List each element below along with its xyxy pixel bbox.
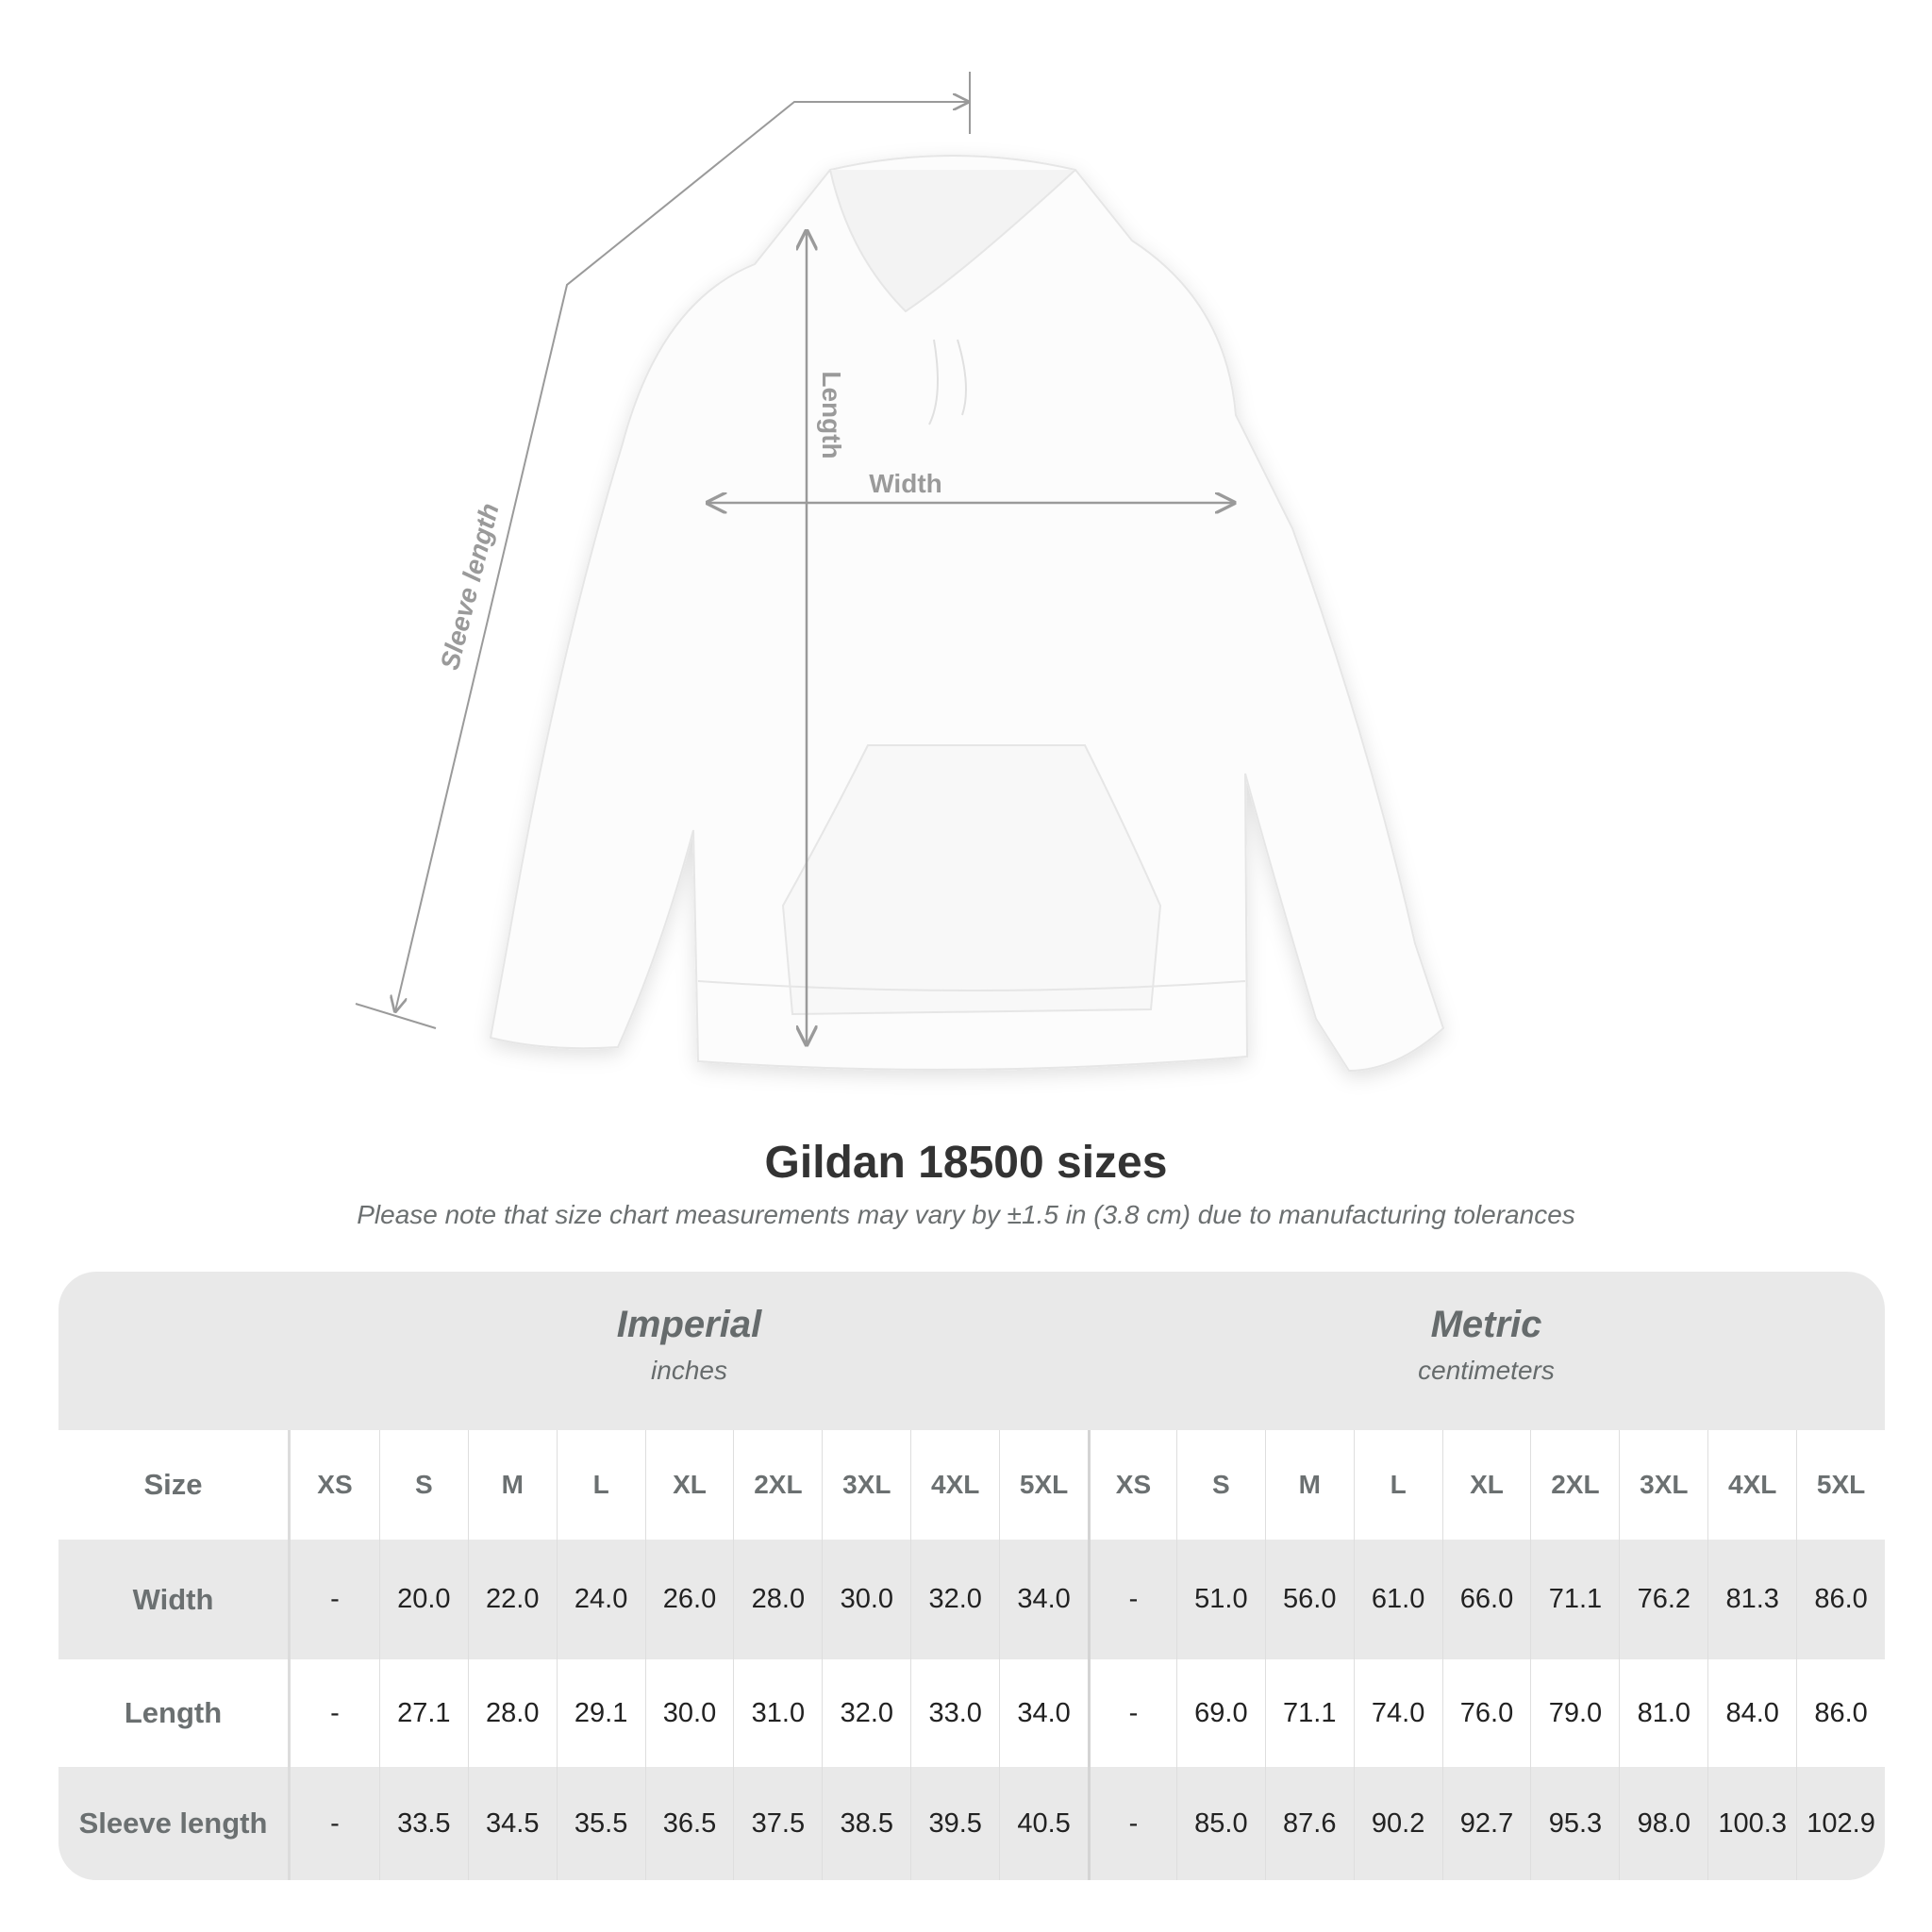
- imperial-value-cell: 39.5: [910, 1767, 999, 1880]
- metric-value-cell: -: [1088, 1767, 1176, 1880]
- size-header-label: Size: [58, 1430, 291, 1540]
- metric-value-cell: 79.0: [1530, 1659, 1619, 1767]
- metric-unit: centimeters: [1418, 1356, 1555, 1385]
- metric-value-cell: 69.0: [1175, 1659, 1265, 1767]
- metric-value-cell: 98.0: [1619, 1767, 1707, 1880]
- imperial-value-cell: 28.0: [467, 1659, 557, 1767]
- imperial-size-xl: XL: [644, 1430, 734, 1540]
- imperial-value-cell: 34.0: [999, 1659, 1088, 1767]
- metric-size-4xl: 4XL: [1707, 1430, 1796, 1540]
- imperial-size-m: M: [467, 1430, 557, 1540]
- table-row-sleeve-length: Sleeve length - 33.5 34.5 35.5 36.5 37.5 38.5 39…: [58, 1767, 1885, 1880]
- imperial-value-cell: 36.5: [644, 1767, 734, 1880]
- metric-size-l: L: [1353, 1430, 1442, 1540]
- hoodie-measurement-diagram: Sleeve length Length Width: [355, 72, 1445, 1073]
- imperial-value-cell: -: [330, 1584, 340, 1614]
- imperial-size-s: S: [378, 1430, 468, 1540]
- length-label: Length: [817, 371, 846, 458]
- size-table: Imperial inches Metric centimeters Size X…: [58, 1272, 1885, 1880]
- metric-value-cell: 92.7: [1441, 1767, 1531, 1880]
- imperial-value-cell: 31.0: [733, 1659, 822, 1767]
- imperial-header: Imperial inches: [291, 1272, 1088, 1430]
- size-header-row: Size XS S M L XL 2XL 3XL 4XL 5XL XS S M L XL 2XL 3XL 4XL 5…: [58, 1430, 1885, 1540]
- imperial-size-3xl: 3XL: [822, 1430, 910, 1540]
- imperial-value-cell: 33.5: [378, 1767, 468, 1880]
- imperial-value-cell: 40.5: [999, 1767, 1088, 1880]
- metric-value-cell: 71.1: [1264, 1659, 1354, 1767]
- metric-value-cell: 56.0: [1264, 1540, 1354, 1659]
- imperial-value-cell: 26.0: [644, 1540, 734, 1659]
- metric-value-cell: 90.2: [1353, 1767, 1442, 1880]
- imperial-value-cell: 22.0: [467, 1540, 557, 1659]
- imperial-value-cell: 28.0: [733, 1540, 822, 1659]
- metric-size-s: S: [1175, 1430, 1265, 1540]
- imperial-value-cell: 33.0: [910, 1659, 999, 1767]
- imperial-value-cell: 32.0: [822, 1659, 910, 1767]
- imperial-value-cell: 38.5: [822, 1767, 910, 1880]
- imperial-value-cell: 35.5: [556, 1767, 645, 1880]
- metric-value-cell: 102.9: [1796, 1767, 1885, 1880]
- imperial-title: Imperial: [616, 1304, 762, 1345]
- metric-value-cell: -: [1088, 1659, 1176, 1767]
- imperial-value-cell: -: [330, 1697, 340, 1728]
- imperial-value-cell: 30.0: [822, 1540, 910, 1659]
- metric-value-cell: 71.1: [1530, 1540, 1619, 1659]
- metric-value-cell: 51.0: [1175, 1540, 1265, 1659]
- metric-value-cell: 87.6: [1264, 1767, 1354, 1880]
- metric-size-3xl: 3XL: [1619, 1430, 1707, 1540]
- metric-value-cell: 100.3: [1707, 1767, 1796, 1880]
- imperial-value-cell: 20.0: [378, 1540, 468, 1659]
- metric-value-cell: 66.0: [1441, 1540, 1531, 1659]
- page-title: Gildan 18500 sizes: [764, 1138, 1168, 1188]
- row-label: Sleeve length: [58, 1767, 291, 1880]
- tolerance-note: Please note that size chart measurements…: [357, 1200, 1575, 1229]
- width-label: Width: [869, 469, 942, 498]
- metric-value-cell: 81.3: [1707, 1540, 1796, 1659]
- imperial-size-l: L: [556, 1430, 645, 1540]
- metric-header: Metric centimeters: [1088, 1272, 1885, 1430]
- metric-value-cell: -: [1088, 1540, 1176, 1659]
- metric-value-cell: 76.0: [1441, 1659, 1531, 1767]
- metric-value-cell: 85.0: [1175, 1767, 1265, 1880]
- metric-title: Metric: [1430, 1304, 1542, 1345]
- metric-size-m: M: [1264, 1430, 1354, 1540]
- table-row-length: Length -27.1 28.0 29.1 30.0 31.0 32.0 33.0 34.0-…: [58, 1659, 1885, 1767]
- table-row-width: Width -20.0 22.0 24.0 26.0 28.0 30.0 32.0 34.0-5…: [58, 1540, 1885, 1659]
- imperial-value-cell: 29.1: [556, 1659, 645, 1767]
- metric-value-cell: 74.0: [1353, 1659, 1442, 1767]
- metric-value-cell: 61.0: [1353, 1540, 1442, 1659]
- metric-size-5xl: 5XL: [1796, 1430, 1885, 1540]
- imperial-size-4xl: 4XL: [910, 1430, 999, 1540]
- imperial-value-cell: 27.1: [378, 1659, 468, 1767]
- imperial-size-2xl: 2XL: [733, 1430, 822, 1540]
- metric-value-cell: 86.0: [1796, 1659, 1885, 1767]
- sleeve-length-measure-line: [355, 72, 971, 1029]
- metric-value-cell: 84.0: [1707, 1659, 1796, 1767]
- imperial-value-cell: 34.5: [467, 1767, 557, 1880]
- metric-size-xl: XL: [1441, 1430, 1531, 1540]
- row-label: Width: [58, 1540, 291, 1659]
- imperial-value-cell: 34.0: [999, 1540, 1088, 1659]
- imperial-value-cell: 24.0: [556, 1540, 645, 1659]
- imperial-size-5xl: 5XL: [999, 1430, 1088, 1540]
- sleeve-length-label: Sleeve length: [435, 500, 505, 673]
- row-label: Length: [58, 1659, 291, 1767]
- imperial-size-xs: XS: [317, 1470, 353, 1499]
- metric-value-cell: 81.0: [1619, 1659, 1707, 1767]
- metric-value-cell: 86.0: [1796, 1540, 1885, 1659]
- metric-size-xs: XS: [1088, 1430, 1176, 1540]
- imperial-unit: inches: [651, 1356, 727, 1385]
- metric-value-cell: 76.2: [1619, 1540, 1707, 1659]
- imperial-value-cell: -: [330, 1807, 340, 1839]
- imperial-value-cell: 32.0: [910, 1540, 999, 1659]
- hoodie-image: [489, 155, 1445, 1073]
- imperial-value-cell: 37.5: [733, 1767, 822, 1880]
- metric-size-2xl: 2XL: [1530, 1430, 1619, 1540]
- imperial-value-cell: 30.0: [644, 1659, 734, 1767]
- metric-value-cell: 95.3: [1530, 1767, 1619, 1880]
